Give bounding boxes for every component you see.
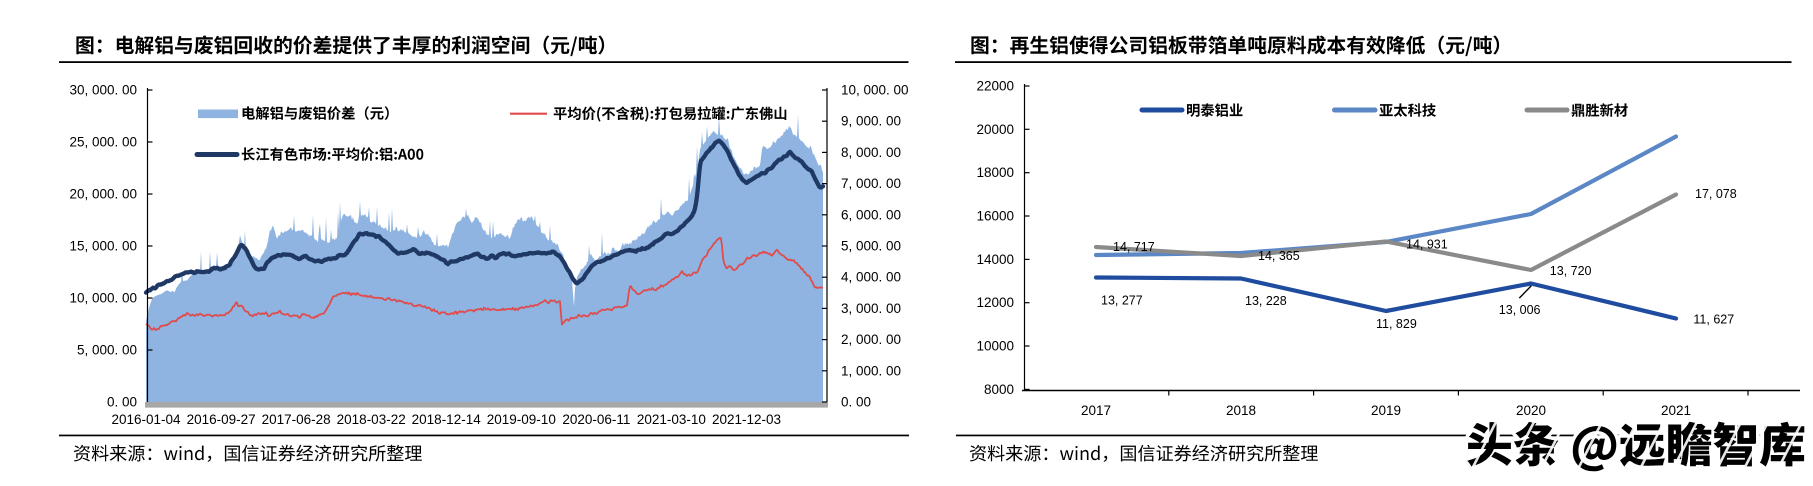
svg-text:10, 000. 00: 10, 000. 00	[69, 291, 137, 306]
svg-text:2016-01-04: 2016-01-04	[111, 412, 181, 427]
svg-text:2018-12-14: 2018-12-14	[412, 412, 482, 427]
svg-text:2019: 2019	[1371, 403, 1401, 418]
svg-text:18000: 18000	[976, 165, 1014, 180]
svg-text:13, 720: 13, 720	[1550, 264, 1592, 278]
svg-text:2019-09-10: 2019-09-10	[487, 412, 556, 427]
svg-text:2021: 2021	[1661, 403, 1691, 418]
svg-text:10000: 10000	[976, 339, 1014, 354]
svg-text:17, 078: 17, 078	[1695, 187, 1737, 201]
svg-text:20, 000. 00: 20, 000. 00	[69, 187, 137, 202]
svg-text:2021-12-03: 2021-12-03	[712, 412, 781, 427]
svg-text:13, 228: 13, 228	[1245, 294, 1287, 308]
svg-text:2020: 2020	[1516, 403, 1546, 418]
svg-text:15, 000. 00: 15, 000. 00	[69, 239, 137, 254]
svg-text:2016-09-27: 2016-09-27	[187, 412, 256, 427]
svg-text:8, 000. 00: 8, 000. 00	[841, 145, 901, 160]
svg-text:14, 365: 14, 365	[1258, 249, 1300, 263]
svg-text:6, 000. 00: 6, 000. 00	[841, 207, 901, 222]
svg-text:2018-03-22: 2018-03-22	[337, 412, 406, 427]
svg-text:11, 627: 11, 627	[1693, 313, 1734, 327]
svg-text:30, 000. 00: 30, 000. 00	[69, 83, 137, 98]
svg-text:16000: 16000	[976, 209, 1014, 224]
svg-text:2, 000. 00: 2, 000. 00	[841, 332, 901, 347]
svg-text:2017-06-28: 2017-06-28	[262, 412, 331, 427]
svg-text:2021-03-10: 2021-03-10	[637, 412, 706, 427]
svg-text:4, 000. 00: 4, 000. 00	[841, 270, 901, 285]
svg-text:10, 000. 00: 10, 000. 00	[841, 83, 909, 98]
svg-text:14000: 14000	[976, 252, 1014, 267]
svg-text:20000: 20000	[976, 122, 1014, 137]
svg-text:12000: 12000	[976, 295, 1014, 310]
svg-text:2017: 2017	[1081, 403, 1111, 418]
svg-text:3, 000. 00: 3, 000. 00	[841, 301, 901, 316]
svg-text:22000: 22000	[976, 79, 1014, 94]
svg-text:1, 000. 00: 1, 000. 00	[841, 363, 901, 378]
svg-text:7, 000. 00: 7, 000. 00	[841, 176, 901, 191]
svg-text:2018: 2018	[1226, 403, 1256, 418]
svg-text:13, 277: 13, 277	[1101, 294, 1143, 308]
svg-text:5, 000. 00: 5, 000. 00	[841, 239, 901, 254]
svg-text:14, 931: 14, 931	[1406, 238, 1448, 252]
svg-text:2020-06-11: 2020-06-11	[562, 412, 630, 427]
svg-text:0. 00: 0. 00	[107, 395, 137, 410]
svg-text:9, 000. 00: 9, 000. 00	[841, 114, 901, 129]
svg-text:8000: 8000	[984, 382, 1014, 397]
svg-text:13, 006: 13, 006	[1499, 303, 1541, 317]
svg-text:0. 00: 0. 00	[841, 395, 871, 410]
svg-text:25, 000. 00: 25, 000. 00	[69, 135, 137, 150]
svg-text:5, 000. 00: 5, 000. 00	[77, 343, 137, 358]
svg-text:11, 829: 11, 829	[1376, 317, 1417, 331]
svg-text:14, 717: 14, 717	[1113, 240, 1155, 254]
